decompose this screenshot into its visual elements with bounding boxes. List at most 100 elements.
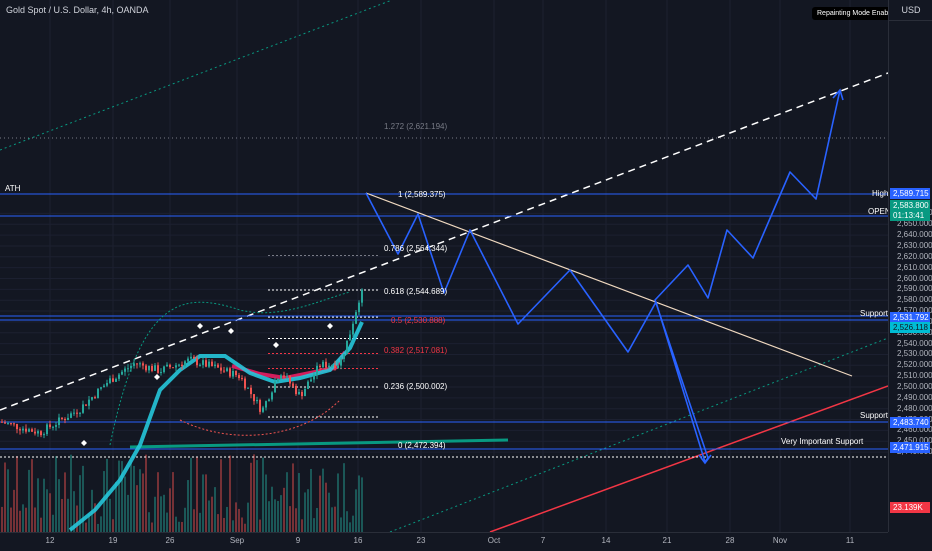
candle-body bbox=[28, 429, 30, 432]
time-tick-label: Sep bbox=[229, 536, 245, 545]
volume-bar bbox=[7, 469, 9, 532]
ath-label: ATH bbox=[5, 184, 21, 193]
candle-body bbox=[166, 364, 168, 367]
volume-bar bbox=[97, 523, 99, 532]
volume-bar bbox=[100, 516, 102, 532]
candle-body bbox=[88, 399, 90, 406]
currency-selector[interactable]: USD bbox=[889, 0, 932, 21]
candle-body bbox=[154, 365, 156, 371]
volume-bar bbox=[118, 460, 120, 532]
candle-body bbox=[229, 368, 231, 377]
volume-bar bbox=[205, 474, 207, 532]
volume-bar bbox=[64, 472, 66, 532]
volume-bar bbox=[289, 506, 291, 532]
very-important-support-label: Very Important Support bbox=[781, 437, 864, 446]
open-label: OPEN bbox=[868, 207, 891, 216]
candle-body bbox=[205, 360, 207, 367]
volume-bar bbox=[55, 456, 57, 532]
candle-body bbox=[184, 361, 186, 367]
fib-label-1272: 1.272 (2,621.194) bbox=[384, 122, 448, 131]
candle-body bbox=[313, 375, 315, 380]
volume-bar bbox=[334, 506, 336, 532]
time-tick-label: Oct bbox=[487, 536, 501, 545]
volume-bar bbox=[235, 502, 237, 532]
candle-body bbox=[73, 412, 75, 414]
volume-bar bbox=[148, 512, 150, 532]
volume-bar bbox=[340, 517, 342, 532]
descending-trendline bbox=[365, 192, 853, 377]
candle-body bbox=[37, 431, 39, 434]
price-tick-label: 2,620.000 bbox=[897, 251, 932, 261]
volume-bar bbox=[304, 492, 306, 532]
volume-bar bbox=[37, 478, 39, 532]
candle-body bbox=[163, 366, 165, 373]
candles bbox=[1, 288, 363, 439]
candle-body bbox=[190, 356, 192, 359]
candle-body bbox=[76, 412, 78, 414]
price-tick-label: 2,640.000 bbox=[897, 230, 932, 240]
chart-area[interactable]: Gold Spot / U.S. Dollar, 4h, OANDA Repai… bbox=[0, 0, 903, 533]
candle-body bbox=[331, 365, 333, 367]
volume-bar bbox=[346, 511, 348, 532]
projection-path bbox=[365, 88, 844, 465]
volume-bar bbox=[349, 522, 351, 532]
volume-bar bbox=[256, 460, 258, 532]
candle-body bbox=[280, 375, 282, 379]
candle-body bbox=[244, 378, 246, 389]
volume-bar bbox=[274, 499, 276, 532]
candle-body bbox=[196, 358, 198, 366]
candle-body bbox=[112, 378, 114, 382]
volume-bar bbox=[337, 473, 339, 532]
chart-canvas[interactable] bbox=[0, 0, 889, 533]
candle-body bbox=[274, 381, 276, 393]
fib-label-05: 0.5 (2,530.888) bbox=[391, 316, 446, 325]
very-important-price-tag: 2,471.915 bbox=[890, 442, 930, 453]
volume-bar bbox=[220, 459, 222, 532]
volume-bar bbox=[214, 487, 216, 532]
candle-body bbox=[142, 363, 144, 366]
high-label: High bbox=[872, 189, 889, 198]
price-tick-label: 2,580.000 bbox=[897, 295, 932, 305]
volume-bar bbox=[265, 474, 267, 532]
volume-bar bbox=[10, 507, 12, 532]
volume-bar bbox=[94, 503, 96, 532]
candle-body bbox=[169, 364, 171, 368]
volume-bar bbox=[1, 506, 3, 532]
candle-body bbox=[283, 375, 285, 378]
volume-bar bbox=[319, 475, 321, 532]
price-axis[interactable]: USD 2,660.0002,650.0002,640.0002,630.000… bbox=[888, 0, 932, 532]
volume-bar bbox=[229, 455, 231, 532]
symbol-title[interactable]: Gold Spot / U.S. Dollar, 4h, OANDA bbox=[6, 5, 149, 15]
volume-bar bbox=[73, 491, 75, 532]
candle-body bbox=[181, 364, 183, 367]
volume-bar bbox=[199, 512, 201, 532]
volume-bar bbox=[202, 474, 204, 532]
volume-bar bbox=[238, 508, 240, 532]
candle-body bbox=[118, 374, 120, 379]
volume-bar bbox=[130, 459, 132, 532]
volume-bar bbox=[325, 482, 327, 532]
volume-bar bbox=[169, 488, 171, 532]
candle-body bbox=[61, 417, 63, 419]
volume-bar bbox=[139, 469, 141, 532]
candle-body bbox=[217, 364, 219, 368]
bollinger-upper bbox=[109, 291, 351, 446]
time-tick-label: 7 bbox=[540, 536, 546, 545]
support-lower-label: Support bbox=[860, 411, 889, 420]
candle-body bbox=[70, 413, 72, 418]
support-lower-price-tag: 2,483.740 bbox=[890, 417, 930, 428]
support-upper-label: Support bbox=[860, 309, 889, 318]
time-axis[interactable]: 12 19 26 Sep 9 16 23 Oct 7 14 21 28 Nov 11 bbox=[0, 532, 888, 551]
fib-label-0382: 0.382 (2,517.081) bbox=[384, 346, 448, 355]
candle-body bbox=[160, 372, 162, 374]
price-tick-label: 2,540.000 bbox=[897, 338, 932, 348]
volume-bar bbox=[226, 506, 228, 532]
volume-bar bbox=[145, 454, 147, 532]
candle-body bbox=[148, 366, 150, 371]
signal-diamond bbox=[197, 323, 203, 329]
ma-value-tag: 2,526.118 bbox=[890, 322, 930, 333]
volume-bar bbox=[298, 473, 300, 532]
candle-body bbox=[106, 382, 108, 386]
candle-body bbox=[178, 364, 180, 366]
volume-bar bbox=[262, 457, 264, 532]
